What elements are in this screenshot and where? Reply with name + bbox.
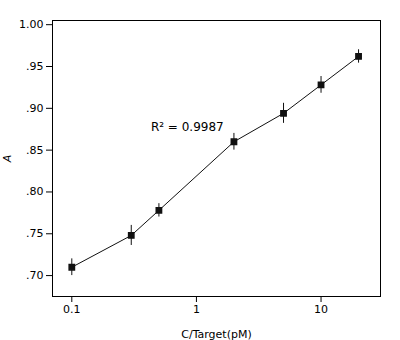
svg-text:.90: .90 — [26, 102, 44, 115]
svg-text:.70: .70 — [26, 269, 44, 282]
svg-text:1: 1 — [193, 303, 200, 316]
svg-text:0.1: 0.1 — [63, 303, 81, 316]
svg-text:1.00: 1.00 — [19, 18, 44, 31]
svg-text:C/Target(pM): C/Target(pM) — [181, 328, 251, 340]
svg-text:10: 10 — [314, 303, 328, 316]
svg-text:.75: .75 — [26, 227, 44, 240]
svg-text:.95: .95 — [26, 60, 44, 73]
svg-text:.85: .85 — [26, 144, 44, 157]
svg-text:.80: .80 — [26, 185, 44, 198]
svg-text:R² = 0.9987: R² = 0.9987 — [151, 120, 224, 134]
svg-text:A: A — [1, 155, 14, 164]
